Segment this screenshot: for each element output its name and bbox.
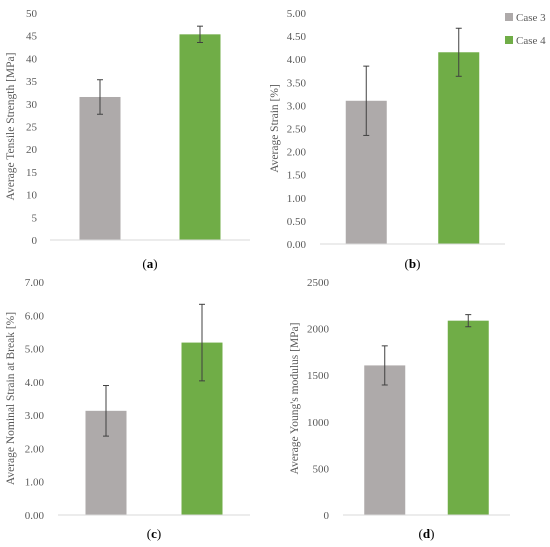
y-tick-label: 1.00: [287, 193, 307, 205]
y-tick-label: 30: [26, 99, 38, 111]
y-tick-label: 0.00: [25, 510, 45, 522]
y-tick-label: 0.50: [287, 216, 307, 228]
y-tick-label: 3.00: [25, 410, 45, 422]
y-axis-label: Average Young's modulus [MPa]: [289, 323, 301, 475]
chart-panel-a: 0 5 10 15 20 25 30 35 40 45 50 Average Tensile Stre…: [5, 8, 250, 271]
y-tick-label: 2000: [307, 324, 330, 336]
y-tick-label: 4.50: [287, 31, 307, 43]
y-tick-label: 50: [26, 8, 38, 20]
y-tick-label: 1000: [307, 417, 330, 429]
legend-label-case-4: Case 4: [516, 35, 546, 47]
legend-swatch-case-3: [505, 13, 513, 21]
y-tick-label: 2.00: [25, 443, 45, 455]
legend: Case 3 Case 4: [505, 12, 546, 47]
y-tick-label: 4.00: [25, 377, 45, 389]
y-tick-label: 35: [26, 76, 38, 88]
legend-swatch-case-4: [505, 36, 513, 44]
y-tick-label: 0.00: [287, 239, 307, 251]
chart-panel-b: 0.00 0.50 1.00 1.50 2.00 2.50 3.00 3.50 4.00 4.50…: [269, 8, 505, 271]
y-tick-label: 4.00: [287, 54, 307, 66]
y-tick-label: 0: [32, 235, 38, 247]
y-tick-label: 2500: [307, 277, 330, 289]
y-tick-label: 3.00: [287, 100, 307, 112]
y-tick-label: 1.50: [287, 170, 307, 182]
y-tick-label: 45: [26, 31, 38, 43]
y-tick-label: 5.00: [287, 8, 307, 20]
bar-case-4: [438, 52, 480, 244]
y-tick-label: 0: [324, 510, 330, 522]
bar-case-3: [364, 365, 406, 515]
bar-case-3: [79, 96, 121, 241]
y-tick-label: 5.00: [25, 344, 45, 356]
y-tick-label: 6.00: [25, 310, 45, 322]
y-tick-label: 40: [26, 53, 38, 65]
y-tick-label: 2.50: [287, 124, 307, 136]
y-tick-label: 500: [313, 463, 330, 475]
panel-label: (b): [405, 256, 421, 271]
bar-case-4: [447, 320, 489, 515]
panel-label: (c): [147, 526, 161, 541]
chart-panels: 0 5 10 15 20 25 30 35 40 45 50 Average Tensile Stre…: [5, 8, 510, 541]
y-tick-label: 20: [26, 144, 38, 156]
y-axis-label: Average Tensile Strength [MPa]: [5, 53, 17, 201]
y-tick-label: 5: [32, 212, 38, 224]
y-tick-label: 3.50: [287, 77, 307, 89]
y-tick-label: 10: [26, 190, 38, 202]
panel-label: (d): [419, 526, 435, 541]
y-tick-label: 25: [26, 122, 38, 134]
y-axis-label: Average Nominal Strain at Break [%]: [5, 312, 17, 485]
y-tick-label: 2.00: [287, 147, 307, 159]
y-tick-label: 1500: [307, 370, 330, 382]
chart-panel-c: 0.00 1.00 2.00 3.00 4.00 5.00 6.00 7.00 Average …: [5, 277, 250, 541]
y-tick-label: 15: [26, 167, 38, 179]
chart-panel-d: 0 500 1000 1500 2000 2500 Average Young's modu…: [289, 277, 510, 541]
y-tick-label: 1.00: [25, 477, 45, 489]
y-tick-label: 7.00: [25, 277, 45, 289]
bar-case-4: [179, 34, 221, 241]
y-axis-label: Average Strain [%]: [269, 84, 281, 173]
legend-label-case-3: Case 3: [516, 12, 546, 24]
panel-label: (a): [142, 256, 157, 271]
